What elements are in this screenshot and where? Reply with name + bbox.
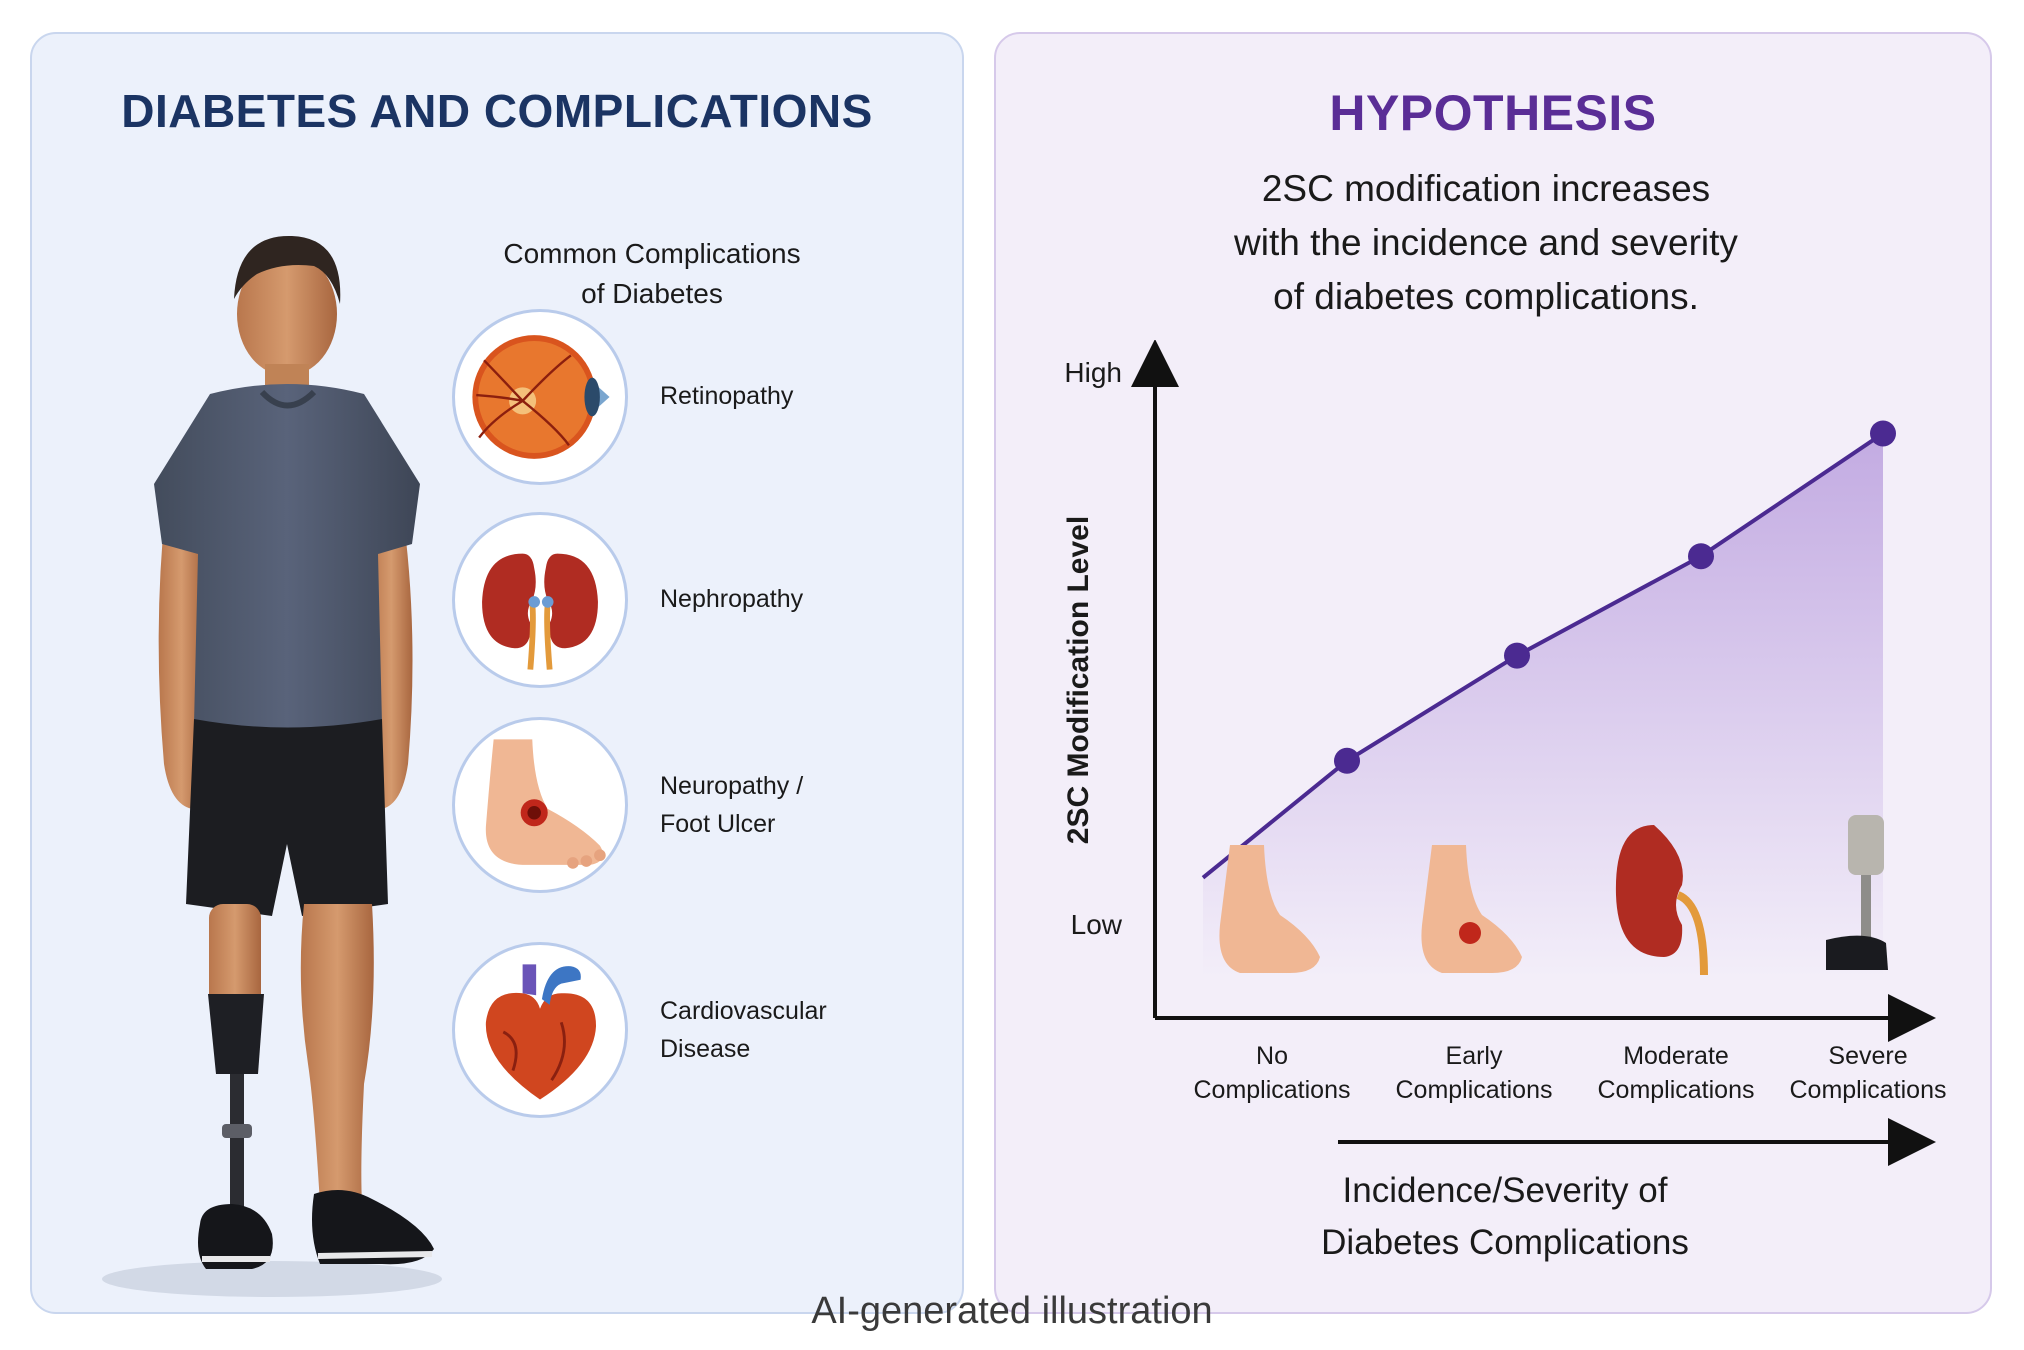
hypothesis-statement: 2SC modification increases with the inci… — [1234, 168, 1738, 317]
complication-neuropathy: Neuropathy / Foot Ulcer — [452, 717, 952, 897]
complication-label: Neuropathy / Foot Ulcer — [660, 772, 804, 838]
kidney-icon — [452, 512, 628, 688]
x-axis-label: Incidence/Severity of — [1343, 1171, 1668, 1210]
ai-generated-caption: AI-generated illustration — [811, 1290, 1213, 1332]
complication-label: Nephropathy — [660, 585, 804, 613]
x-category-label: Complications — [1395, 1076, 1552, 1104]
hypothesis-chart: High Low 2SC Modification Level No Complicat… — [1062, 340, 1947, 1262]
complications-panel: DIABETES AND COMPLICATIONS — [30, 32, 964, 1314]
panel-title: HYPOTHESIS — [1329, 85, 1657, 141]
complication-label: Cardiovascular Disease — [660, 997, 827, 1063]
ulcer-mark — [1459, 922, 1481, 944]
complication-retinopathy: Retinopathy — [452, 309, 952, 489]
pylon-shape — [1861, 875, 1871, 940]
x-category-label: Severe — [1828, 1042, 1907, 1070]
prosthetic-leg-icon — [1848, 815, 1884, 875]
x-category-label: Complications — [1193, 1076, 1350, 1104]
x-category-label: No — [1256, 1042, 1288, 1070]
data-point-1 — [1334, 747, 1360, 774]
kidney-icon — [1615, 825, 1683, 957]
heart-icon — [452, 942, 628, 1118]
x-category-label: Early — [1446, 1042, 1503, 1070]
eye-icon — [452, 309, 628, 485]
data-point-4 — [1870, 420, 1896, 447]
y-axis-label: 2SC Modification Level — [1062, 516, 1095, 844]
panel-title: DIABETES AND COMPLICATIONS — [121, 85, 873, 137]
data-point-3 — [1688, 543, 1714, 570]
data-point-2 — [1504, 642, 1530, 669]
shoe-shape — [1826, 935, 1888, 970]
foot-ulcer-icon — [1421, 845, 1522, 973]
foot-ulcer-icon — [452, 717, 628, 893]
area-fill — [1203, 433, 1883, 978]
healthy-foot-icon — [1219, 845, 1320, 973]
person-with-prosthetic-illustration — [102, 235, 442, 1297]
ureter-shape — [1676, 891, 1708, 976]
x-category-label: Complications — [1597, 1076, 1754, 1104]
x-category-label: Complications — [1789, 1076, 1946, 1104]
x-axis-label: Diabetes Complications — [1321, 1223, 1689, 1262]
x-category-label: Moderate — [1623, 1042, 1729, 1070]
y-tick-label-low: Low — [1071, 909, 1123, 940]
complications-subtitle: Common Complications of Diabetes — [503, 238, 801, 309]
complication-cardiovascular: Cardiovascular Disease — [452, 942, 952, 1122]
complication-nephropathy: Nephropathy — [452, 512, 952, 692]
y-tick-label-high: High — [1064, 357, 1122, 388]
complication-label: Retinopathy — [660, 382, 794, 410]
